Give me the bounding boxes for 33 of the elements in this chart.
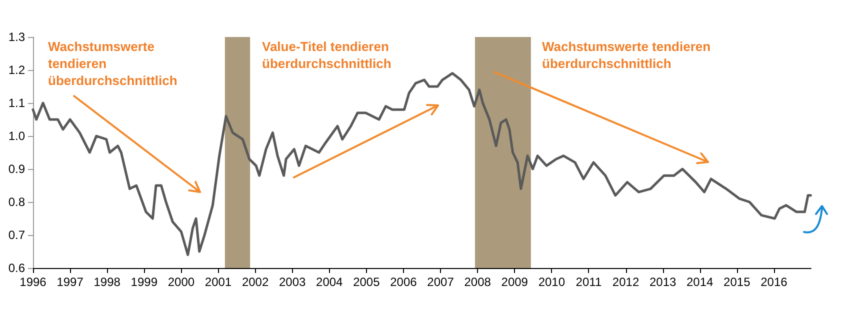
x-tick-label: 1999 bbox=[130, 275, 158, 289]
x-tick-label: 2007 bbox=[427, 275, 454, 289]
x-tick-label: 2008 bbox=[464, 275, 492, 289]
x-tick-label: 2003 bbox=[278, 275, 306, 289]
x-tick-label: 2001 bbox=[204, 275, 232, 289]
x-tick-label: 2004 bbox=[316, 275, 344, 289]
y-tick-label: 0.8 bbox=[8, 195, 26, 209]
y-tick-label: 1.1 bbox=[8, 96, 26, 110]
x-tick-label: 2016 bbox=[760, 275, 788, 289]
x-tick-label: 2011 bbox=[576, 275, 602, 289]
line-series bbox=[32, 72, 812, 256]
x-tick-label: 2013 bbox=[649, 275, 676, 289]
y-tick-label: 0.9 bbox=[8, 162, 26, 176]
x-tick-label: 2000 bbox=[168, 275, 195, 289]
x-tick-label: 2015 bbox=[724, 275, 751, 289]
y-tick-label: 1.0 bbox=[8, 129, 26, 143]
y-tick-label: 1.2 bbox=[8, 63, 26, 77]
x-tick-label: 2009 bbox=[501, 275, 528, 289]
x-tick-label: 1998 bbox=[94, 275, 121, 289]
x-tick-label: 2005 bbox=[353, 275, 380, 289]
y-tick-label: 0.7 bbox=[8, 228, 26, 242]
x-tick-label: 2002 bbox=[242, 275, 269, 289]
x-tick-label: 1996 bbox=[20, 275, 47, 289]
annotation: Wachstumswerte tendieren überdurchschnittlich bbox=[542, 39, 711, 71]
y-tick-label: 0.6 bbox=[8, 261, 26, 275]
x-tick-label: 2010 bbox=[538, 275, 566, 289]
x-tick-label: 2012 bbox=[612, 275, 640, 289]
annotation: Value-Titel tendieren überdurchschnittlich bbox=[262, 39, 392, 71]
annotation: Wachstumswerte tendieren überdurchschnittlich bbox=[48, 39, 178, 88]
y-tick-label: 1.3 bbox=[8, 30, 26, 44]
x-tick-label: 2006 bbox=[390, 275, 418, 289]
x-tick-label: 2014 bbox=[686, 275, 714, 289]
x-tick-label: 1997 bbox=[56, 275, 84, 289]
